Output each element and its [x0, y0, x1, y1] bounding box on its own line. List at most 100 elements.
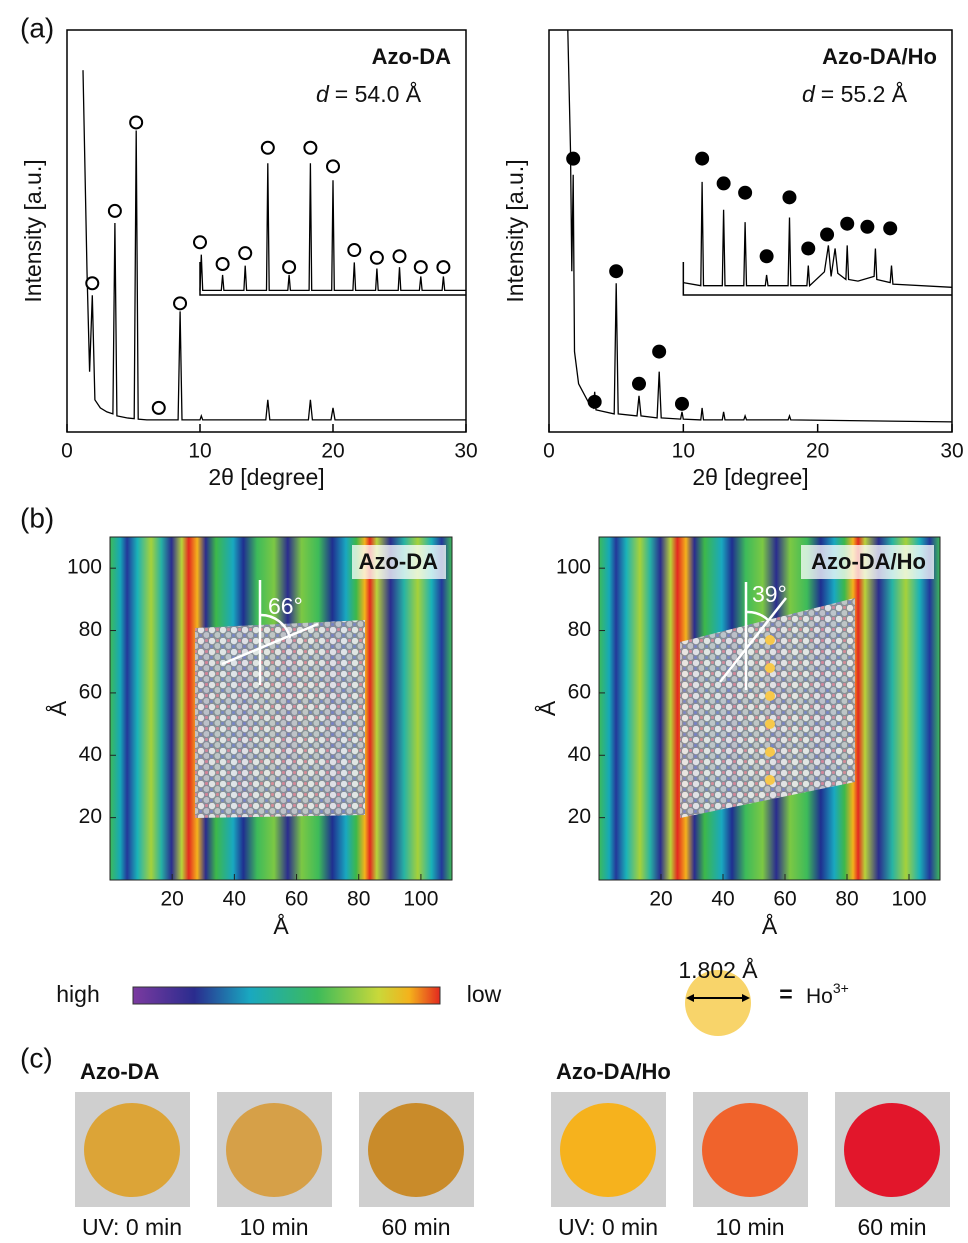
- y-axis-label: Intensity [a.u.]: [502, 159, 528, 302]
- peak-marker: [173, 296, 188, 311]
- sample-disk: [560, 1103, 656, 1197]
- plot-frame: [598, 536, 941, 881]
- x-tick-label: 100: [891, 888, 926, 911]
- y-tick-label: 100: [556, 556, 591, 579]
- x-tick-label: 0: [543, 440, 555, 463]
- plot-frame: [548, 29, 953, 433]
- peak-marker: [369, 250, 384, 265]
- plot-frame: [109, 536, 453, 881]
- peak-marker: [413, 260, 428, 275]
- title-box: [352, 545, 446, 579]
- y-tick-label: 60: [568, 680, 591, 703]
- peak-marker: [151, 400, 166, 415]
- peak-marker: [436, 260, 451, 275]
- x-axis-label: Å: [273, 912, 289, 939]
- x-tick-label: 30: [940, 440, 963, 463]
- angle-label: 66°: [268, 593, 303, 619]
- x-tick-label: 20: [806, 440, 829, 463]
- inset-pattern: [199, 163, 466, 292]
- x-axis-label: 2θ [degree]: [692, 464, 808, 490]
- d-symbol: d: [316, 81, 330, 107]
- ho-ion: [685, 970, 751, 1036]
- peak-marker: [326, 159, 340, 174]
- inset-pattern: [683, 181, 953, 288]
- sample-title: Azo-DA: [359, 549, 439, 574]
- molecule-model: [680, 598, 855, 818]
- x-tick-label: 40: [711, 888, 734, 911]
- y-tick-label: 40: [568, 743, 591, 766]
- sample-disk: [84, 1103, 180, 1197]
- peak-marker: [759, 249, 774, 264]
- photo-sample: Azo-DA: [80, 1059, 160, 1084]
- peak-marker: [840, 216, 855, 231]
- peak-marker: [238, 246, 253, 261]
- ion: Ho: [806, 985, 833, 1008]
- d-spacing: d = 54.0 Å: [316, 80, 422, 107]
- peak-marker: [282, 260, 297, 275]
- x-axis-label: Å: [762, 912, 778, 939]
- panel-label: (b): [20, 502, 54, 533]
- photo-label: 10 min: [715, 1214, 784, 1240]
- photo-label: UV: 0 min: [558, 1214, 658, 1240]
- peak-marker: [652, 344, 667, 359]
- angle-label: 39°: [752, 581, 787, 607]
- ion-charge: 3+: [833, 980, 849, 996]
- y-tick-label: 80: [79, 618, 102, 641]
- panel-label: (a): [20, 12, 54, 43]
- y-axis-label: Å: [44, 700, 71, 716]
- peak-marker: [716, 176, 731, 191]
- peak-marker: [587, 394, 602, 409]
- photo-label: 60 min: [381, 1214, 450, 1240]
- peak-marker: [392, 249, 407, 264]
- y-tick-label: 60: [79, 680, 102, 703]
- angle-guides: [221, 580, 787, 690]
- d-spacing: d = 55.2 Å: [802, 80, 908, 107]
- x-tick-label: 30: [454, 440, 477, 463]
- peak-marker: [738, 185, 753, 200]
- x-tick-label: 60: [285, 888, 308, 911]
- x-tick-label: 20: [649, 888, 672, 911]
- y-tick-label: 20: [568, 805, 591, 828]
- peak-marker: [820, 227, 835, 242]
- photo-label: UV: 0 min: [82, 1214, 182, 1240]
- peak-marker: [801, 241, 816, 256]
- peak-marker: [303, 140, 318, 155]
- y-tick-label: 100: [67, 556, 102, 579]
- sample-disk: [368, 1103, 464, 1197]
- sample-title: Azo-DA/Ho: [811, 549, 926, 574]
- sample-title: Azo-DA/Ho: [822, 44, 937, 69]
- panel-label: (c): [20, 1042, 53, 1073]
- peak-marker: [107, 203, 122, 218]
- peak-marker: [85, 276, 100, 291]
- x-tick-label: 20: [321, 440, 344, 463]
- ho-ions: [765, 635, 775, 785]
- title-box: [801, 545, 934, 579]
- ion-size: 1.802 Å: [678, 956, 758, 983]
- y-axis-label: Intensity [a.u.]: [20, 159, 46, 302]
- x-tick-label: 40: [223, 888, 246, 911]
- photo-sample: Azo-DA/Ho: [556, 1059, 671, 1084]
- ion-label: Ho3+: [806, 980, 849, 1008]
- d-value: = 54.0 Å: [335, 80, 422, 107]
- equals: =: [779, 981, 792, 1007]
- y-axis-label: Å: [533, 700, 560, 716]
- colorbar: [132, 986, 441, 1005]
- sample-title: Azo-DA: [372, 44, 452, 69]
- xrd-pattern: [567, 29, 953, 423]
- xrd-pattern: [82, 70, 466, 421]
- y-tick-label: 20: [79, 805, 102, 828]
- sample-disk: [702, 1103, 798, 1197]
- x-axis-label: 2θ [degree]: [208, 464, 324, 490]
- x-tick-label: 60: [773, 888, 796, 911]
- x-tick-label: 20: [161, 888, 184, 911]
- peak-marker: [193, 235, 207, 250]
- peak-marker: [860, 219, 875, 234]
- sample-disk: [226, 1103, 322, 1197]
- peak-marker: [566, 151, 581, 166]
- peak-marker: [883, 221, 898, 236]
- colorbar-high: high: [56, 981, 99, 1007]
- peak-marker: [674, 396, 689, 411]
- colorbar-low: low: [467, 981, 502, 1007]
